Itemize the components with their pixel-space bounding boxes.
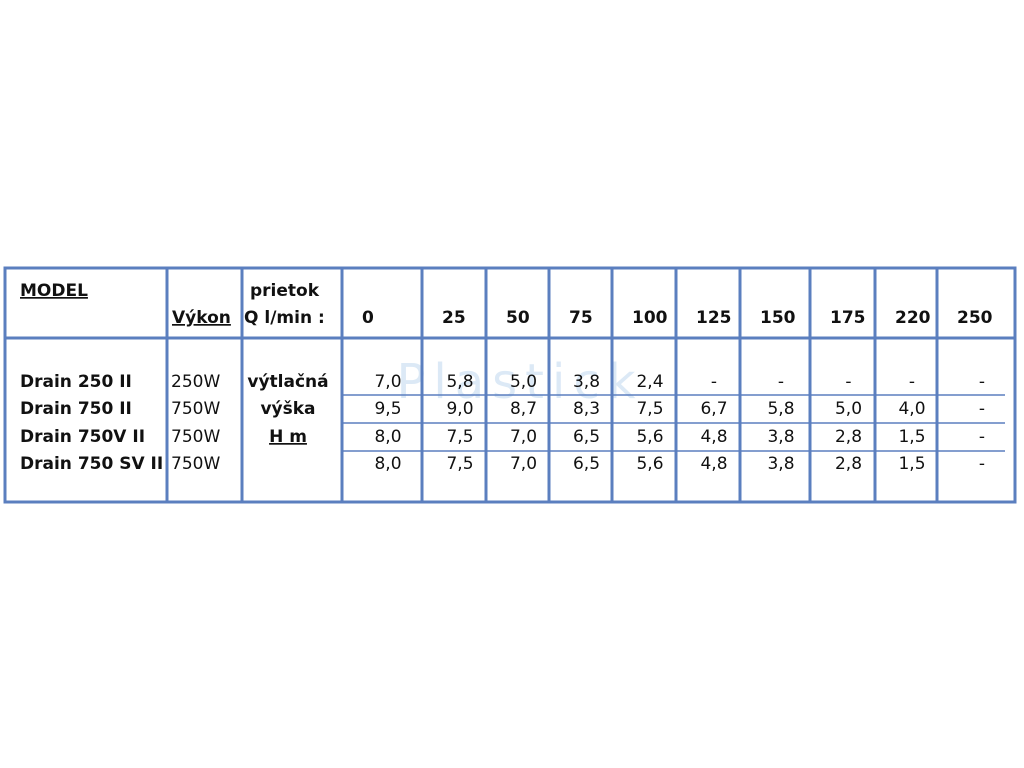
flow-header: 0 <box>362 308 374 328</box>
value-cell: 3,8 <box>767 427 794 447</box>
value-cell: 2,8 <box>835 454 862 474</box>
value-cell: 8,0 <box>374 454 401 474</box>
value-cell: 5,0 <box>835 399 862 419</box>
power: 250W <box>171 372 220 392</box>
flow-header: 100 <box>632 308 668 328</box>
value-cell: 6,5 <box>573 427 600 447</box>
watermark: Plastick <box>396 354 643 410</box>
value-cell: 9,5 <box>374 399 401 419</box>
model-name: Drain 250 II <box>20 372 132 392</box>
flow-header: 125 <box>696 308 732 328</box>
head-label: výška <box>260 399 315 419</box>
value-cell: 5,8 <box>446 372 473 392</box>
value-cell: - <box>979 427 985 447</box>
head-label: výtlačná <box>247 372 328 392</box>
value-cell: 4,0 <box>898 399 925 419</box>
model-name: Drain 750V II <box>20 427 145 447</box>
value-cell: 4,8 <box>700 427 727 447</box>
power-header: Výkon <box>172 308 231 328</box>
value-cell: 7,0 <box>510 427 537 447</box>
flow-header: 75 <box>569 308 593 328</box>
value-cell: 7,5 <box>446 454 473 474</box>
power: 750W <box>171 399 220 419</box>
value-cell: 8,7 <box>510 399 537 419</box>
flow-label: prietok <box>250 281 320 301</box>
value-cell: 5,6 <box>636 454 663 474</box>
flow-header: 250 <box>957 308 993 328</box>
value-cell: 4,8 <box>700 454 727 474</box>
value-cell: - <box>711 372 717 392</box>
model-name: Drain 750 SV II <box>20 454 163 474</box>
value-cell: - <box>979 454 985 474</box>
value-cell: 7,0 <box>374 372 401 392</box>
value-cell: 2,8 <box>835 427 862 447</box>
value-cell: 3,8 <box>767 454 794 474</box>
value-cell: 1,5 <box>898 454 925 474</box>
value-cell: - <box>979 399 985 419</box>
flow-header: 25 <box>442 308 466 328</box>
head-label: H m <box>269 427 307 447</box>
value-cell: 6,5 <box>573 454 600 474</box>
flow-label: Q l/min : <box>244 308 325 328</box>
value-cell: 8,3 <box>573 399 600 419</box>
table-border <box>3 266 1017 504</box>
power: 750W <box>171 427 220 447</box>
flow-header: 150 <box>760 308 796 328</box>
value-cell: 9,0 <box>446 399 473 419</box>
flow-header: 175 <box>830 308 866 328</box>
power: 750W <box>171 454 220 474</box>
value-cell: 5,8 <box>767 399 794 419</box>
model-header: MODEL <box>20 281 88 301</box>
value-cell: 7,5 <box>446 427 473 447</box>
value-cell: 5,6 <box>636 427 663 447</box>
flow-header: 220 <box>895 308 931 328</box>
value-cell: 7,5 <box>636 399 663 419</box>
value-cell: 1,5 <box>898 427 925 447</box>
value-cell: - <box>778 372 784 392</box>
model-name: Drain 750 II <box>20 399 132 419</box>
flow-header: 50 <box>506 308 530 328</box>
value-cell: 6,7 <box>700 399 727 419</box>
value-cell: 3,8 <box>573 372 600 392</box>
value-cell: - <box>845 372 851 392</box>
value-cell: 5,0 <box>510 372 537 392</box>
value-cell: - <box>909 372 915 392</box>
value-cell: 8,0 <box>374 427 401 447</box>
value-cell: 2,4 <box>636 372 663 392</box>
value-cell: 7,0 <box>510 454 537 474</box>
value-cell: - <box>979 372 985 392</box>
